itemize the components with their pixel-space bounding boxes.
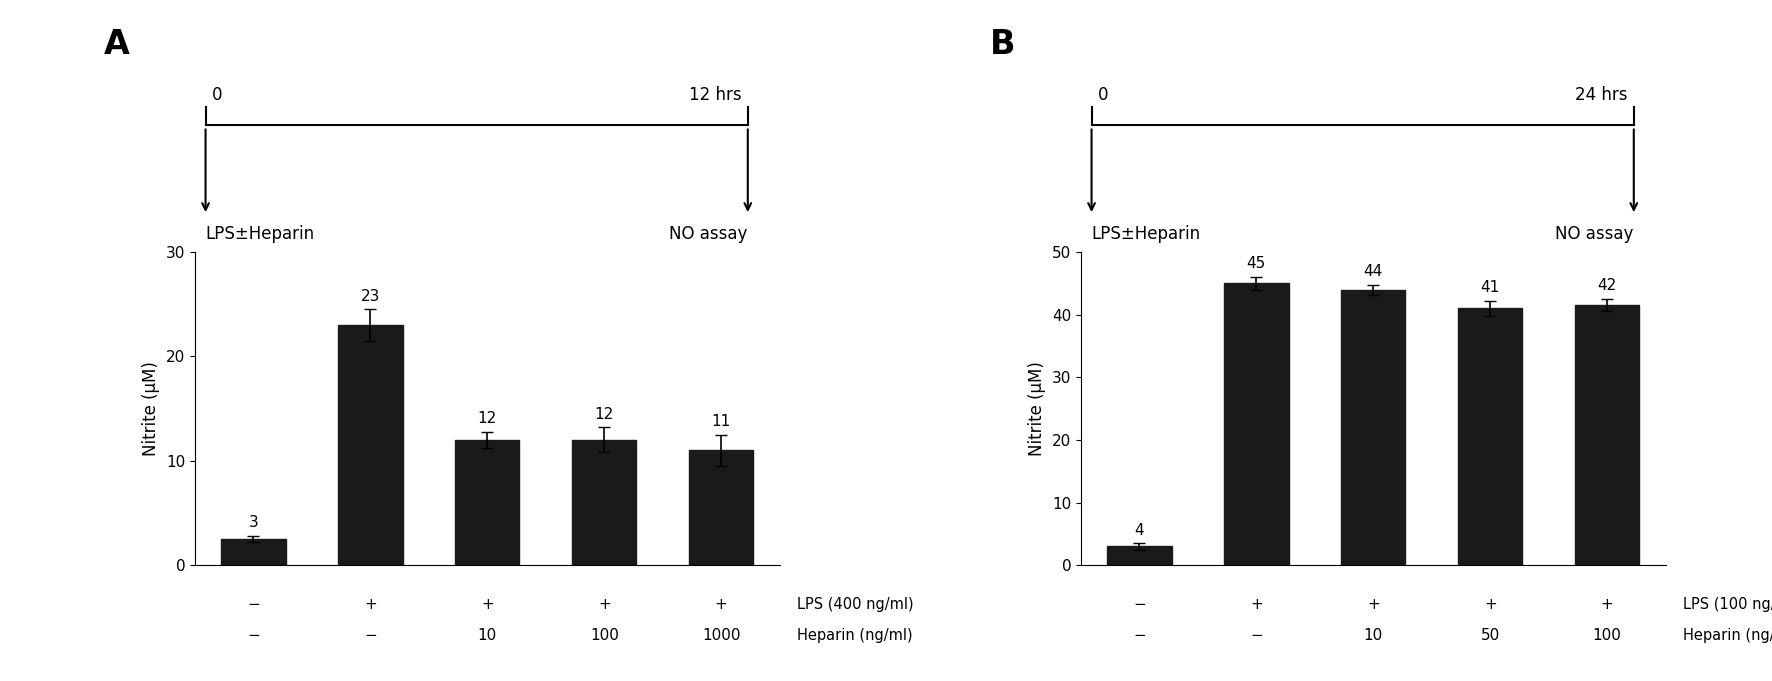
Text: 0: 0 bbox=[213, 86, 223, 104]
Text: 3: 3 bbox=[248, 516, 259, 530]
Text: A: A bbox=[103, 28, 129, 61]
Text: −: − bbox=[246, 597, 260, 612]
Text: 12: 12 bbox=[595, 407, 613, 422]
Text: 24 hrs: 24 hrs bbox=[1575, 86, 1627, 104]
Bar bbox=[455, 440, 519, 565]
Text: 11: 11 bbox=[712, 414, 730, 429]
Text: +: + bbox=[363, 597, 377, 612]
Bar bbox=[689, 450, 753, 565]
Text: +: + bbox=[1366, 597, 1380, 612]
Text: 10: 10 bbox=[1364, 628, 1382, 643]
Bar bbox=[1224, 283, 1288, 565]
Text: NO assay: NO assay bbox=[670, 225, 748, 243]
Bar bbox=[222, 539, 285, 565]
Text: 23: 23 bbox=[361, 289, 379, 304]
Text: 100: 100 bbox=[590, 628, 618, 643]
Bar bbox=[572, 440, 636, 565]
Text: 12: 12 bbox=[478, 411, 496, 426]
Text: 12 hrs: 12 hrs bbox=[689, 86, 741, 104]
Text: −: − bbox=[1249, 628, 1263, 643]
Text: −: − bbox=[1132, 597, 1146, 612]
Text: B: B bbox=[989, 28, 1015, 61]
Text: 45: 45 bbox=[1247, 256, 1265, 272]
Text: +: + bbox=[1249, 597, 1263, 612]
Text: −: − bbox=[363, 628, 377, 643]
Text: LPS (100 ng/ml): LPS (100 ng/ml) bbox=[1683, 597, 1772, 612]
Text: +: + bbox=[597, 597, 611, 612]
Text: NO assay: NO assay bbox=[1556, 225, 1634, 243]
Text: Heparin (ng/ml): Heparin (ng/ml) bbox=[797, 628, 913, 643]
Text: 41: 41 bbox=[1481, 280, 1499, 295]
Text: 10: 10 bbox=[478, 628, 496, 643]
Bar bbox=[1108, 546, 1171, 565]
Y-axis label: Nitrite (μM): Nitrite (μM) bbox=[1028, 361, 1045, 456]
Text: +: + bbox=[1600, 597, 1614, 612]
Text: −: − bbox=[1132, 628, 1146, 643]
Text: 44: 44 bbox=[1364, 264, 1382, 279]
Text: LPS (400 ng/ml): LPS (400 ng/ml) bbox=[797, 597, 914, 612]
Text: +: + bbox=[714, 597, 728, 612]
Text: LPS±Heparin: LPS±Heparin bbox=[1092, 225, 1201, 243]
Bar bbox=[1458, 308, 1522, 565]
Text: 1000: 1000 bbox=[702, 628, 741, 643]
Text: 42: 42 bbox=[1598, 279, 1616, 294]
Bar bbox=[338, 325, 402, 565]
Text: LPS±Heparin: LPS±Heparin bbox=[206, 225, 315, 243]
Text: 0: 0 bbox=[1099, 86, 1109, 104]
Bar bbox=[1575, 305, 1639, 565]
Text: 4: 4 bbox=[1134, 522, 1145, 538]
Text: 100: 100 bbox=[1593, 628, 1621, 643]
Text: +: + bbox=[480, 597, 494, 612]
Text: −: − bbox=[246, 628, 260, 643]
Y-axis label: Nitrite (μM): Nitrite (μM) bbox=[142, 361, 159, 456]
Text: Heparin (ng/ml): Heparin (ng/ml) bbox=[1683, 628, 1772, 643]
Text: +: + bbox=[1483, 597, 1497, 612]
Bar bbox=[1341, 289, 1405, 565]
Text: 50: 50 bbox=[1481, 628, 1499, 643]
